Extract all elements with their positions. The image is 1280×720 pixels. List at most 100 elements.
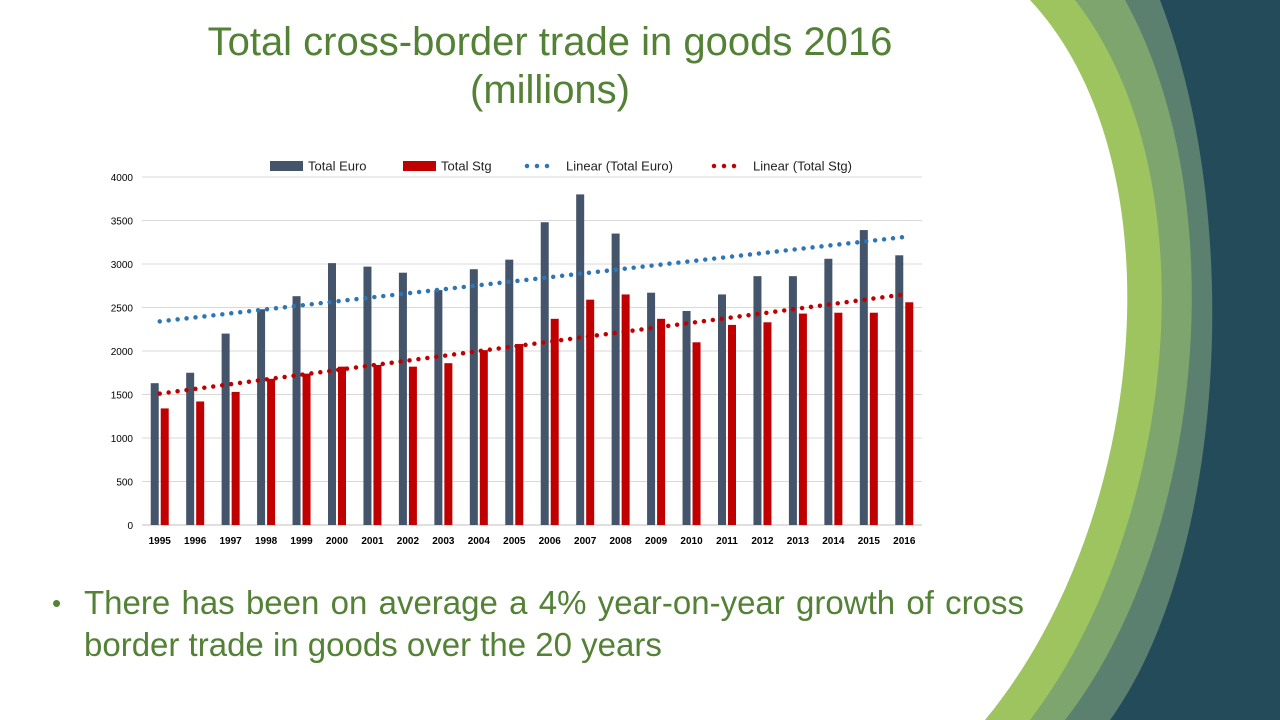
bar-total-stg <box>869 312 878 525</box>
bar-total-stg <box>515 344 524 525</box>
y-tick-label: 4000 <box>111 173 134 184</box>
x-tick-label: 2007 <box>574 536 597 547</box>
x-tick-label: 1998 <box>255 536 278 547</box>
x-tick-label: 2008 <box>610 536 633 547</box>
bar-total-stg <box>267 378 276 525</box>
bar-total-stg <box>444 363 453 525</box>
deco-dark-band <box>1110 0 1280 720</box>
y-tick-label: 3500 <box>111 217 134 228</box>
bar-total-euro <box>859 230 868 525</box>
bar-total-euro <box>647 292 656 525</box>
legend-label: Total Stg <box>441 159 492 174</box>
bar-total-euro <box>292 296 301 525</box>
legend-swatch <box>403 161 436 171</box>
bar-total-stg <box>373 364 382 525</box>
bar-total-euro <box>540 222 549 525</box>
bar-total-stg <box>338 366 346 525</box>
bar-total-stg <box>302 373 311 525</box>
title-line-1: Total cross-border trade in goods 2016 <box>207 20 893 64</box>
chart-trendlines <box>157 234 907 396</box>
bar-total-euro <box>753 276 762 525</box>
legend-item: Linear (Total Euro) <box>524 159 673 174</box>
x-tick-label: 2000 <box>326 536 349 547</box>
trendline-stg <box>157 292 907 396</box>
x-tick-label: 2001 <box>361 536 384 547</box>
bar-total-stg <box>905 302 914 525</box>
y-tick-label: 1000 <box>111 434 134 445</box>
bar-total-stg <box>763 322 772 525</box>
y-tick-label: 2500 <box>111 304 134 315</box>
bar-total-stg <box>479 350 488 525</box>
bar-total-euro <box>611 233 620 526</box>
bar-total-euro <box>398 272 407 525</box>
bar-total-euro <box>824 258 833 525</box>
bar-total-euro <box>505 259 514 525</box>
bar-total-stg <box>728 324 736 525</box>
bar-total-euro <box>469 269 478 525</box>
x-tick-label: 2002 <box>397 536 420 547</box>
bar-total-euro <box>895 255 904 526</box>
legend-label: Linear (Total Stg) <box>753 159 852 174</box>
bar-total-euro <box>150 383 159 525</box>
x-tick-label: 2003 <box>432 536 455 547</box>
bar-total-stg <box>657 318 666 525</box>
bar-total-euro <box>363 266 372 525</box>
y-tick-label: 2000 <box>111 347 134 358</box>
bar-total-euro <box>576 194 585 525</box>
legend-label: Linear (Total Euro) <box>566 159 673 174</box>
x-tick-label: 1996 <box>184 536 207 547</box>
bar-total-stg <box>834 312 843 525</box>
bar-total-euro <box>257 309 266 525</box>
x-tick-label: 2013 <box>787 536 810 547</box>
bar-total-euro <box>718 294 726 525</box>
x-tick-label: 1999 <box>290 536 313 547</box>
trendline-euro <box>157 234 907 324</box>
x-tick-label: 1995 <box>149 536 172 547</box>
x-tick-label: 2009 <box>645 536 668 547</box>
bar-total-stg <box>196 401 205 525</box>
x-tick-label: 2006 <box>539 536 562 547</box>
x-tick-label: 2016 <box>893 536 916 547</box>
x-tick-label: 1997 <box>220 536 243 547</box>
bar-total-euro <box>788 276 797 525</box>
bar-total-stg <box>231 391 240 525</box>
x-tick-label: 2004 <box>468 536 491 547</box>
x-tick-label: 2012 <box>751 536 774 547</box>
x-tick-label: 2010 <box>680 536 703 547</box>
y-tick-label: 0 <box>127 521 133 532</box>
bar-total-stg <box>160 408 169 525</box>
legend-label: Total Euro <box>308 159 367 174</box>
x-tick-label: 2014 <box>822 536 845 547</box>
x-tick-label: 2015 <box>858 536 881 547</box>
bullet-marker: • <box>52 588 62 618</box>
y-tick-label: 500 <box>116 478 133 489</box>
bar-total-euro <box>434 290 443 525</box>
y-tick-label: 1500 <box>111 391 134 402</box>
x-tick-label: 2005 <box>503 536 526 547</box>
slide-title: Total cross-border trade in goods 2016 (… <box>140 18 960 114</box>
title-line-2: (millions) <box>470 68 630 112</box>
bullet-text: There has been on average a 4% year-on-y… <box>84 584 1024 663</box>
chart-legend: Total Euro Total Stg Linear (Total Euro) Li… <box>270 159 852 174</box>
bar-total-stg <box>408 366 417 525</box>
chart-x-axis: 1995 1996 1997 1998 1999 2000 2001 2002 2003 2004… <box>149 536 916 547</box>
bar-total-stg <box>621 294 630 525</box>
x-tick-label: 2011 <box>716 536 738 547</box>
bar-total-euro <box>682 310 691 525</box>
y-tick-label: 3000 <box>111 260 134 271</box>
bullet-point: • There has been on average a 4% year-on… <box>52 582 1042 666</box>
chart-bars <box>150 194 914 526</box>
chart-y-axis: 0 500 1000 1500 2000 2500 3000 3500 4000 <box>111 173 134 532</box>
legend-swatch <box>270 161 303 171</box>
bar-total-stg <box>550 318 559 525</box>
bar-total-euro <box>221 333 230 525</box>
bar-total-stg <box>798 313 807 525</box>
bar-total-stg <box>692 342 701 525</box>
bar-total-euro <box>186 372 195 525</box>
legend-item: Linear (Total Stg) <box>711 159 852 174</box>
bar-total-stg <box>586 299 595 525</box>
legend-item: Total Euro <box>270 159 367 174</box>
legend-item: Total Stg <box>403 159 492 174</box>
